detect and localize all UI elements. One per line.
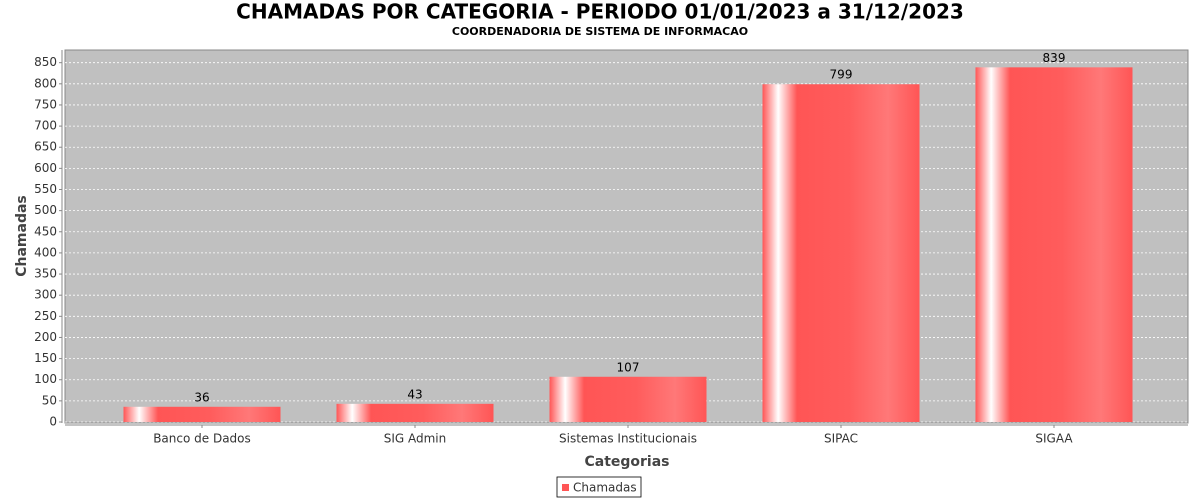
value-label: 799 <box>830 68 853 82</box>
x-tick-label: SIGAA <box>1035 432 1073 446</box>
chart-subtitle: COORDENADORIA DE SISTEMA DE INFORMACAO <box>452 25 748 38</box>
y-tick-label: 800 <box>34 76 57 90</box>
y-tick-label: 600 <box>34 161 57 175</box>
legend-swatch <box>562 484 569 491</box>
value-label: 107 <box>617 360 640 374</box>
value-label: 839 <box>1043 51 1066 65</box>
bar <box>123 406 281 422</box>
x-axis-label: Categorias <box>584 454 669 470</box>
y-tick-label: 350 <box>34 267 57 281</box>
y-tick-label: 250 <box>34 309 57 323</box>
value-label: 36 <box>194 390 209 404</box>
y-tick-label: 400 <box>34 245 57 259</box>
y-tick-label: 100 <box>34 372 57 386</box>
bar <box>762 84 920 422</box>
x-tick-label: Banco de Dados <box>153 432 251 446</box>
y-tick-label: 50 <box>42 393 57 407</box>
y-axis-label: Chamadas <box>14 195 30 277</box>
y-tick-label: 850 <box>34 55 57 69</box>
legend-box <box>556 476 642 498</box>
x-tick-label: SIG Admin <box>384 432 447 446</box>
y-tick-label: 750 <box>34 97 57 111</box>
y-tick-label: 550 <box>34 182 57 196</box>
chart-title: CHAMADAS POR CATEGORIA - PERIODO 01/01/2… <box>236 0 964 24</box>
bar <box>336 403 494 422</box>
y-tick-label: 300 <box>34 288 57 302</box>
y-tick-label: 700 <box>34 119 57 133</box>
y-tick-label: 0 <box>49 415 57 429</box>
bar <box>975 67 1133 422</box>
bar <box>549 376 707 422</box>
y-tick-label: 200 <box>34 330 57 344</box>
y-tick-label: 500 <box>34 203 57 217</box>
legend-label: Chamadas <box>573 481 637 495</box>
y-tick-label: 450 <box>34 224 57 238</box>
x-tick-label: Sistemas Institucionais <box>559 432 697 446</box>
y-tick-label: 650 <box>34 140 57 154</box>
value-label: 43 <box>407 387 422 401</box>
x-tick-label: SIPAC <box>824 432 858 446</box>
y-tick-label: 150 <box>34 351 57 365</box>
